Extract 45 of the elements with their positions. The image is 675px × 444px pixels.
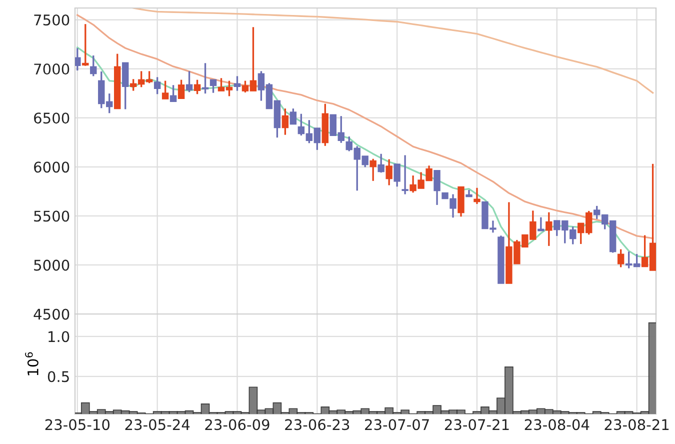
candlestick <box>386 158 392 186</box>
x-tick-label: 23-05-10 <box>45 419 110 430</box>
y-tick-label: 6500 <box>34 112 70 124</box>
x-tick-label: 23-08-21 <box>604 419 669 430</box>
candlestick <box>234 75 241 92</box>
candlestick <box>394 163 400 188</box>
candlestick <box>538 216 544 232</box>
candlestick <box>434 170 440 206</box>
y-axis-title: 10$^{6}$ <box>25 352 38 376</box>
line-series <box>76 14 654 240</box>
y-tick-label: 7000 <box>34 64 70 75</box>
y-tick-label: 5000 <box>34 260 70 271</box>
candlestick <box>378 153 384 174</box>
candlestick <box>122 62 129 110</box>
candlestick <box>202 62 209 94</box>
x-tick-label: 23-07-07 <box>365 419 429 430</box>
candlestick <box>546 211 552 247</box>
candlestick <box>170 84 177 102</box>
x-tick-label: 23-06-23 <box>285 419 350 430</box>
x-tick-label: 23-06-09 <box>205 419 270 430</box>
candlestick <box>402 154 408 196</box>
y-tick-label: 0.5 <box>48 371 69 382</box>
y-tick-label: 4500 <box>34 308 70 320</box>
candlestick <box>210 78 217 94</box>
x-tick-label: 23-07-21 <box>444 419 509 430</box>
candlestick <box>162 80 169 100</box>
candlestick <box>194 78 201 95</box>
candlestick <box>370 158 376 182</box>
candlestick <box>82 23 89 67</box>
candlestick <box>75 47 81 72</box>
candlestick <box>474 187 480 205</box>
candlestick <box>186 70 193 93</box>
x-tick-label: 23-08-04 <box>524 419 590 430</box>
x-tick-label: 23-05-24 <box>125 419 190 430</box>
candlestick <box>290 108 297 125</box>
candlestick <box>178 78 185 100</box>
y-tick-label: 5500 <box>34 210 70 222</box>
y-tick-label: 1.0 <box>48 331 70 342</box>
candlestick <box>90 54 97 77</box>
y-tick-label: 7500 <box>34 14 70 26</box>
candlestick <box>617 248 624 268</box>
candlestick <box>154 76 161 95</box>
line-series <box>132 8 654 94</box>
candlestick <box>282 108 289 136</box>
y-tick-label: 6000 <box>34 162 70 173</box>
